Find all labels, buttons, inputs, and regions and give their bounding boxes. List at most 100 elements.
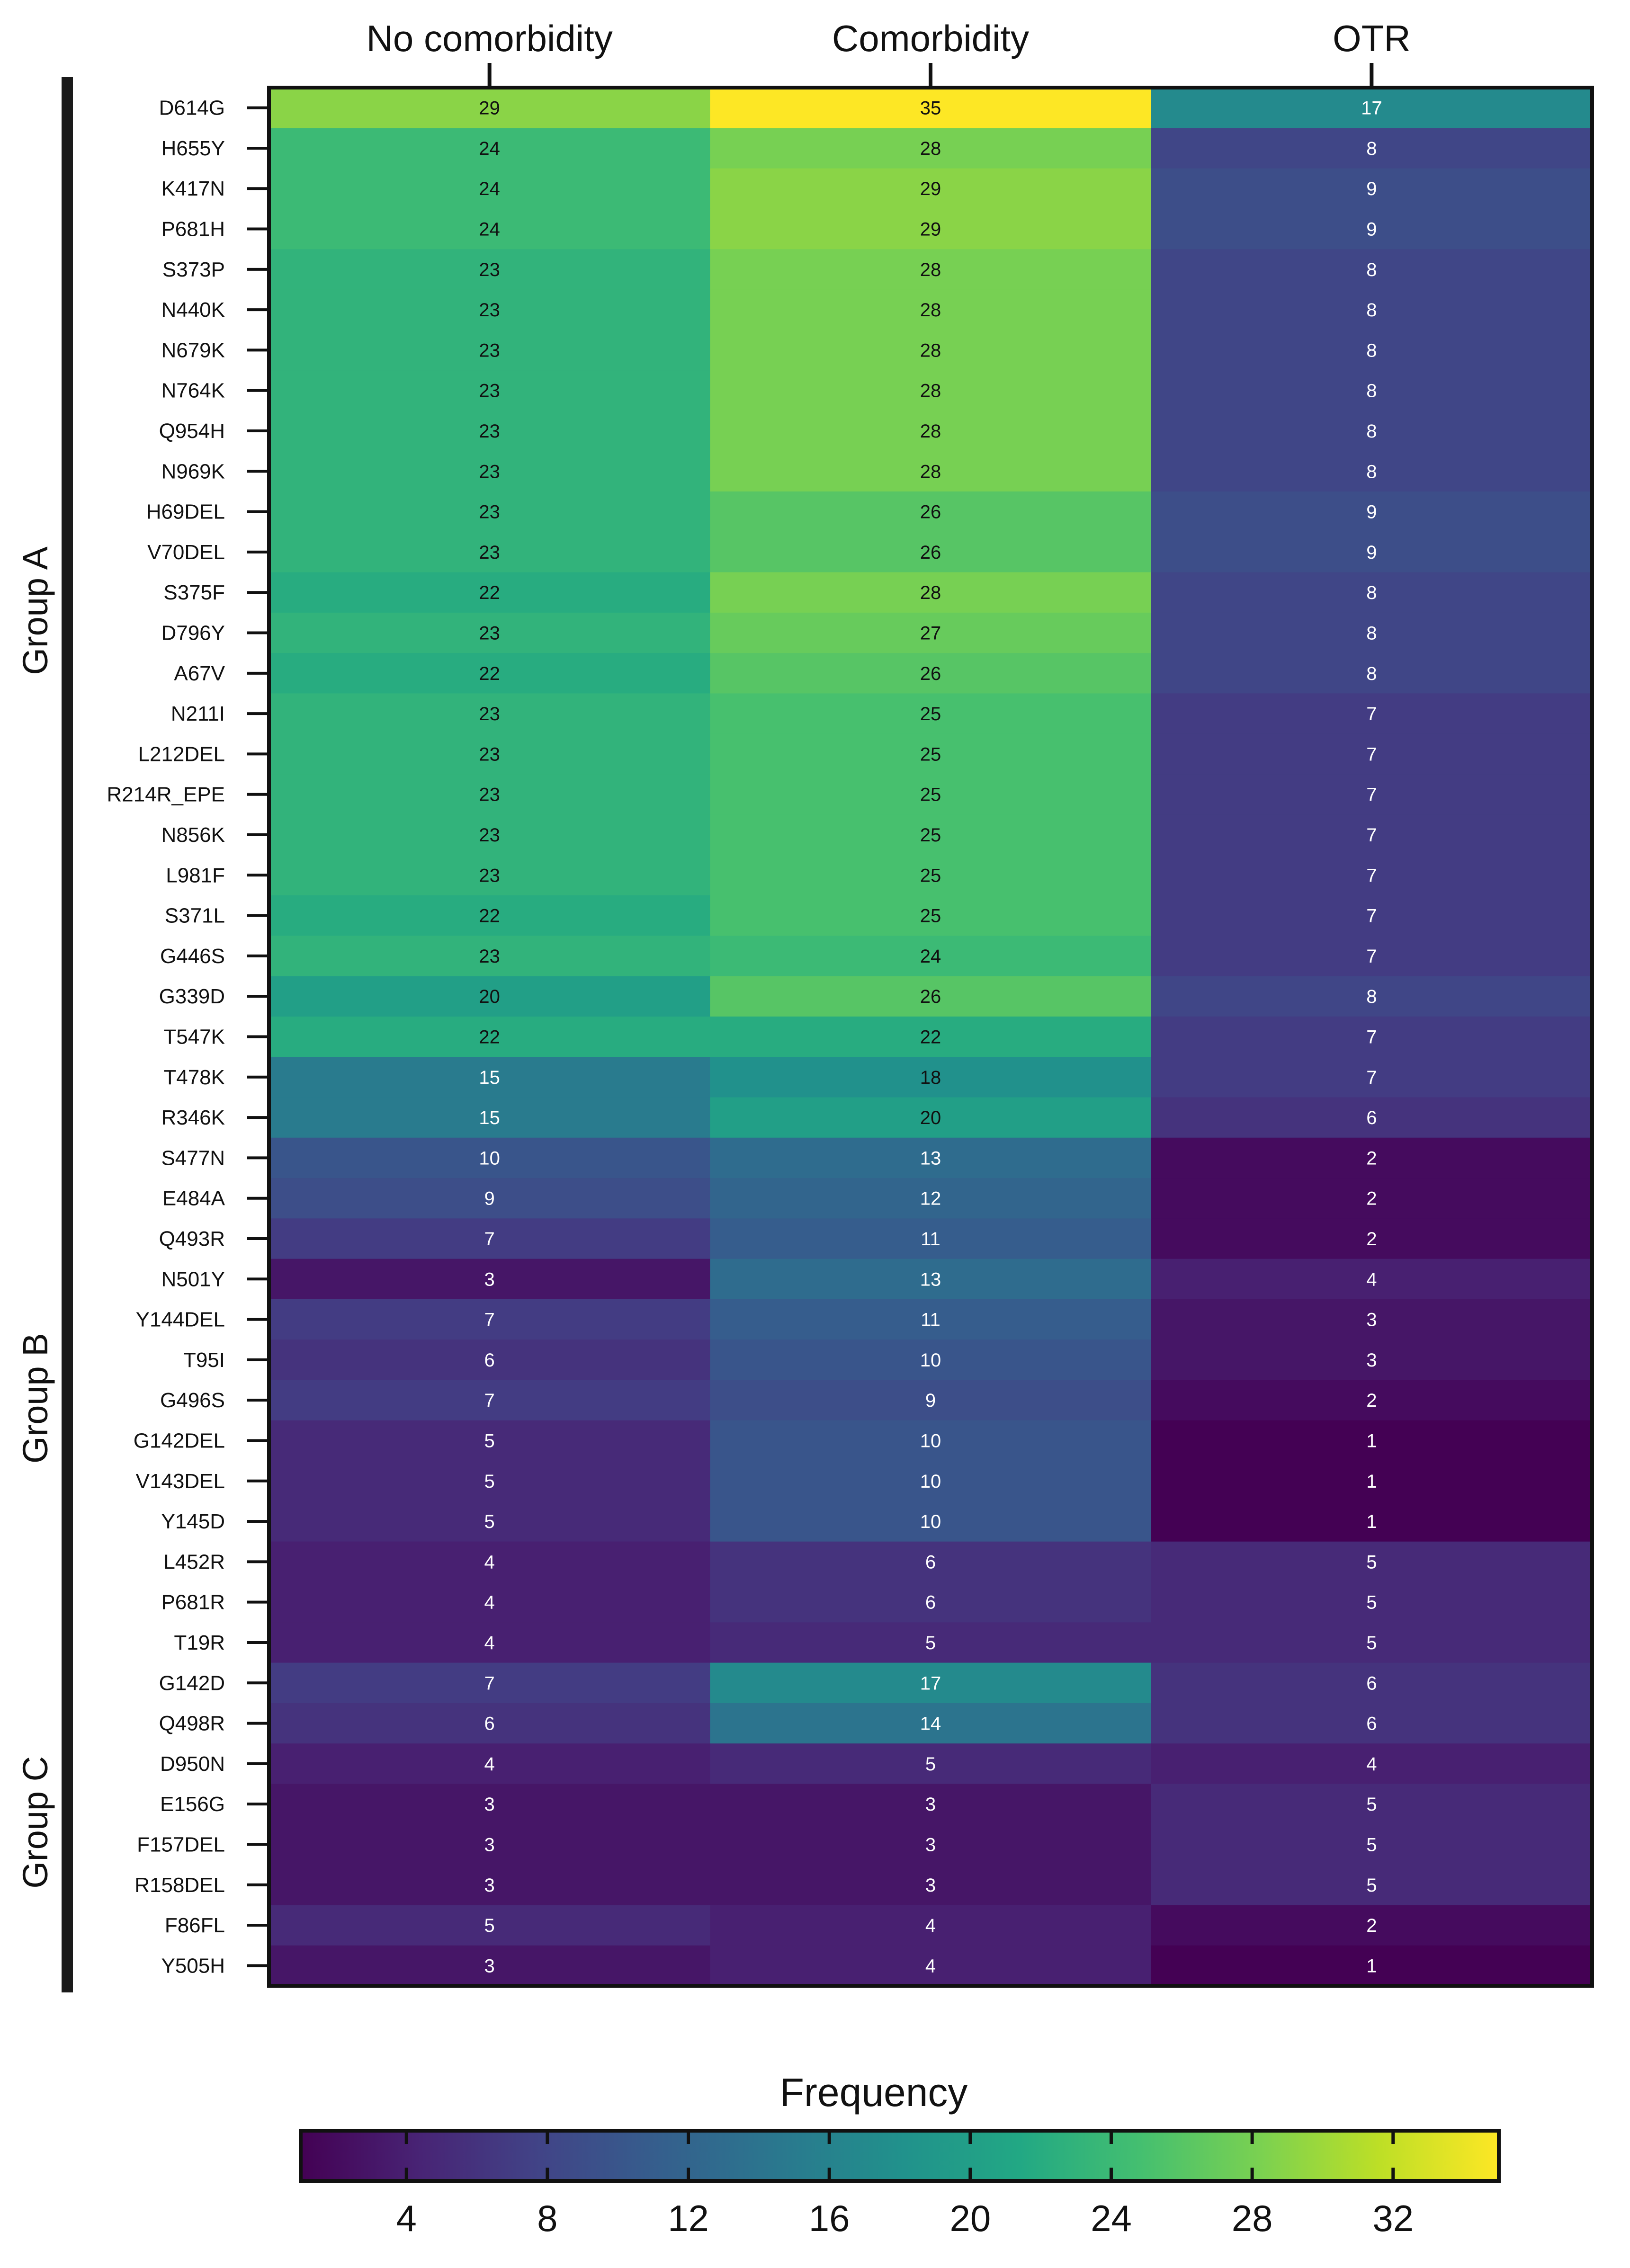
heatmap-cell xyxy=(1151,895,1593,936)
group-label: Group A xyxy=(16,546,55,675)
heatmap-cell xyxy=(269,774,710,815)
cell-value-label: 8 xyxy=(1366,663,1377,684)
heatmap-cell xyxy=(710,1057,1152,1098)
cell-value-label: 11 xyxy=(921,1310,940,1330)
cell-value-label: 7 xyxy=(1366,785,1377,805)
row-label: E156G xyxy=(160,1793,225,1816)
cell-value-label: 25 xyxy=(920,906,941,927)
heatmap-cell xyxy=(269,128,710,169)
heatmap-cell xyxy=(269,1945,710,1986)
heatmap-cell xyxy=(710,1945,1152,1986)
row-label: Y145D xyxy=(161,1510,225,1533)
cell-value-label: 2 xyxy=(1366,1188,1377,1209)
cell-value-label: 26 xyxy=(920,542,941,563)
cell-value-label: 25 xyxy=(920,704,941,724)
cell-value-label: 3 xyxy=(1366,1310,1377,1330)
heatmap-cell xyxy=(1151,1097,1593,1138)
heatmap-cell xyxy=(1151,1541,1593,1582)
cell-value-label: 23 xyxy=(479,785,500,805)
cell-value-label: 5 xyxy=(1366,1794,1377,1815)
cell-value-label: 6 xyxy=(1366,1714,1377,1734)
heatmap-cell xyxy=(1151,1178,1593,1219)
heatmap-cell xyxy=(710,1905,1152,1946)
cell-value-label: 28 xyxy=(920,340,941,361)
heatmap-cell xyxy=(269,208,710,250)
group-bracket xyxy=(62,1127,73,1670)
cell-value-label: 29 xyxy=(920,219,941,240)
heatmap-cell xyxy=(1151,168,1593,209)
heatmap-cell xyxy=(269,249,710,290)
row-label: R214R_EPE xyxy=(107,783,225,806)
cell-value-label: 2 xyxy=(1366,1148,1377,1169)
heatmap-cell xyxy=(1151,1218,1593,1259)
heatmap-cell xyxy=(710,1178,1152,1219)
row-label: S373P xyxy=(162,258,225,281)
heatmap-cell xyxy=(710,612,1152,653)
cell-value-label: 8 xyxy=(1366,381,1377,402)
heatmap-cell xyxy=(1151,1380,1593,1421)
cell-value-label: 24 xyxy=(479,138,500,159)
heatmap-cell xyxy=(710,1461,1152,1502)
cell-value-label: 3 xyxy=(1366,1350,1377,1371)
cell-value-label: 8 xyxy=(1366,582,1377,603)
heatmap-cell xyxy=(710,128,1152,169)
heatmap-cell xyxy=(710,370,1152,411)
row-label: Q493R xyxy=(159,1227,225,1250)
row-label: L212DEL xyxy=(138,742,225,766)
heatmap-cell xyxy=(710,895,1152,936)
row-label: S477N xyxy=(161,1146,225,1170)
cell-value-label: 3 xyxy=(925,1875,936,1896)
cell-value-label: 10 xyxy=(479,1148,500,1169)
cell-value-label: 24 xyxy=(479,219,500,240)
cell-value-label: 6 xyxy=(484,1350,495,1371)
cell-value-label: 7 xyxy=(484,1390,495,1411)
heatmap-cell xyxy=(269,895,710,936)
row-label: H655Y xyxy=(161,137,225,160)
heatmap-cell xyxy=(269,491,710,532)
cell-value-label: 3 xyxy=(484,1834,495,1855)
cell-value-label: 22 xyxy=(479,663,500,684)
row-labels: D614G H655Y K417N P681H S373P N440K N679K N764K… xyxy=(107,97,269,1977)
colorbar-ticks: 4 8 12 16 20 24 28 32 xyxy=(396,2131,1414,2239)
row-label: L981F xyxy=(166,864,225,887)
heatmap-cell xyxy=(1151,411,1593,452)
row-label: D950N xyxy=(160,1752,225,1776)
heatmap-cell xyxy=(269,1259,710,1300)
heatmap-cell xyxy=(1151,653,1593,694)
cell-value-label: 8 xyxy=(1366,421,1377,442)
row-label: E484A xyxy=(162,1187,225,1210)
heatmap-cell xyxy=(269,936,710,977)
cell-value-label: 9 xyxy=(925,1390,936,1411)
cell-value-label: 22 xyxy=(479,582,500,603)
cell-value-label: 5 xyxy=(1366,1875,1377,1896)
heatmap-cell xyxy=(269,1137,710,1179)
cell-value-label: 7 xyxy=(1366,1067,1377,1088)
cell-value-label: 6 xyxy=(925,1552,936,1572)
cell-value-label: 5 xyxy=(1366,1834,1377,1855)
cell-value-label: 4 xyxy=(484,1552,495,1572)
cell-value-label: 23 xyxy=(479,946,500,967)
heatmap-cell xyxy=(1151,1461,1593,1502)
cell-value-label: 28 xyxy=(920,582,941,603)
cell-value-label: 7 xyxy=(1366,704,1377,724)
heatmap-cell xyxy=(710,1541,1152,1582)
cell-value-label: 28 xyxy=(920,300,941,321)
heatmap-cell xyxy=(269,451,710,492)
heatmap-cell xyxy=(710,976,1152,1017)
cell-value-label: 15 xyxy=(479,1067,500,1088)
heatmap-cell xyxy=(269,1299,710,1340)
heatmap-cell xyxy=(269,1380,710,1421)
heatmap-cell xyxy=(710,733,1152,775)
heatmap-cell xyxy=(269,1178,710,1219)
heatmap-cell xyxy=(1151,1299,1593,1340)
row-label: R346K xyxy=(161,1106,225,1129)
cell-value-label: 25 xyxy=(920,785,941,805)
cell-value-label: 22 xyxy=(920,1027,941,1048)
cell-value-label: 4 xyxy=(484,1754,495,1775)
cell-value-label: 3 xyxy=(925,1794,936,1815)
colorbar-tick-label: 28 xyxy=(1232,2197,1273,2239)
heatmap-cell xyxy=(710,855,1152,896)
row-label: T95I xyxy=(183,1348,225,1372)
cell-value-label: 6 xyxy=(1366,1673,1377,1694)
